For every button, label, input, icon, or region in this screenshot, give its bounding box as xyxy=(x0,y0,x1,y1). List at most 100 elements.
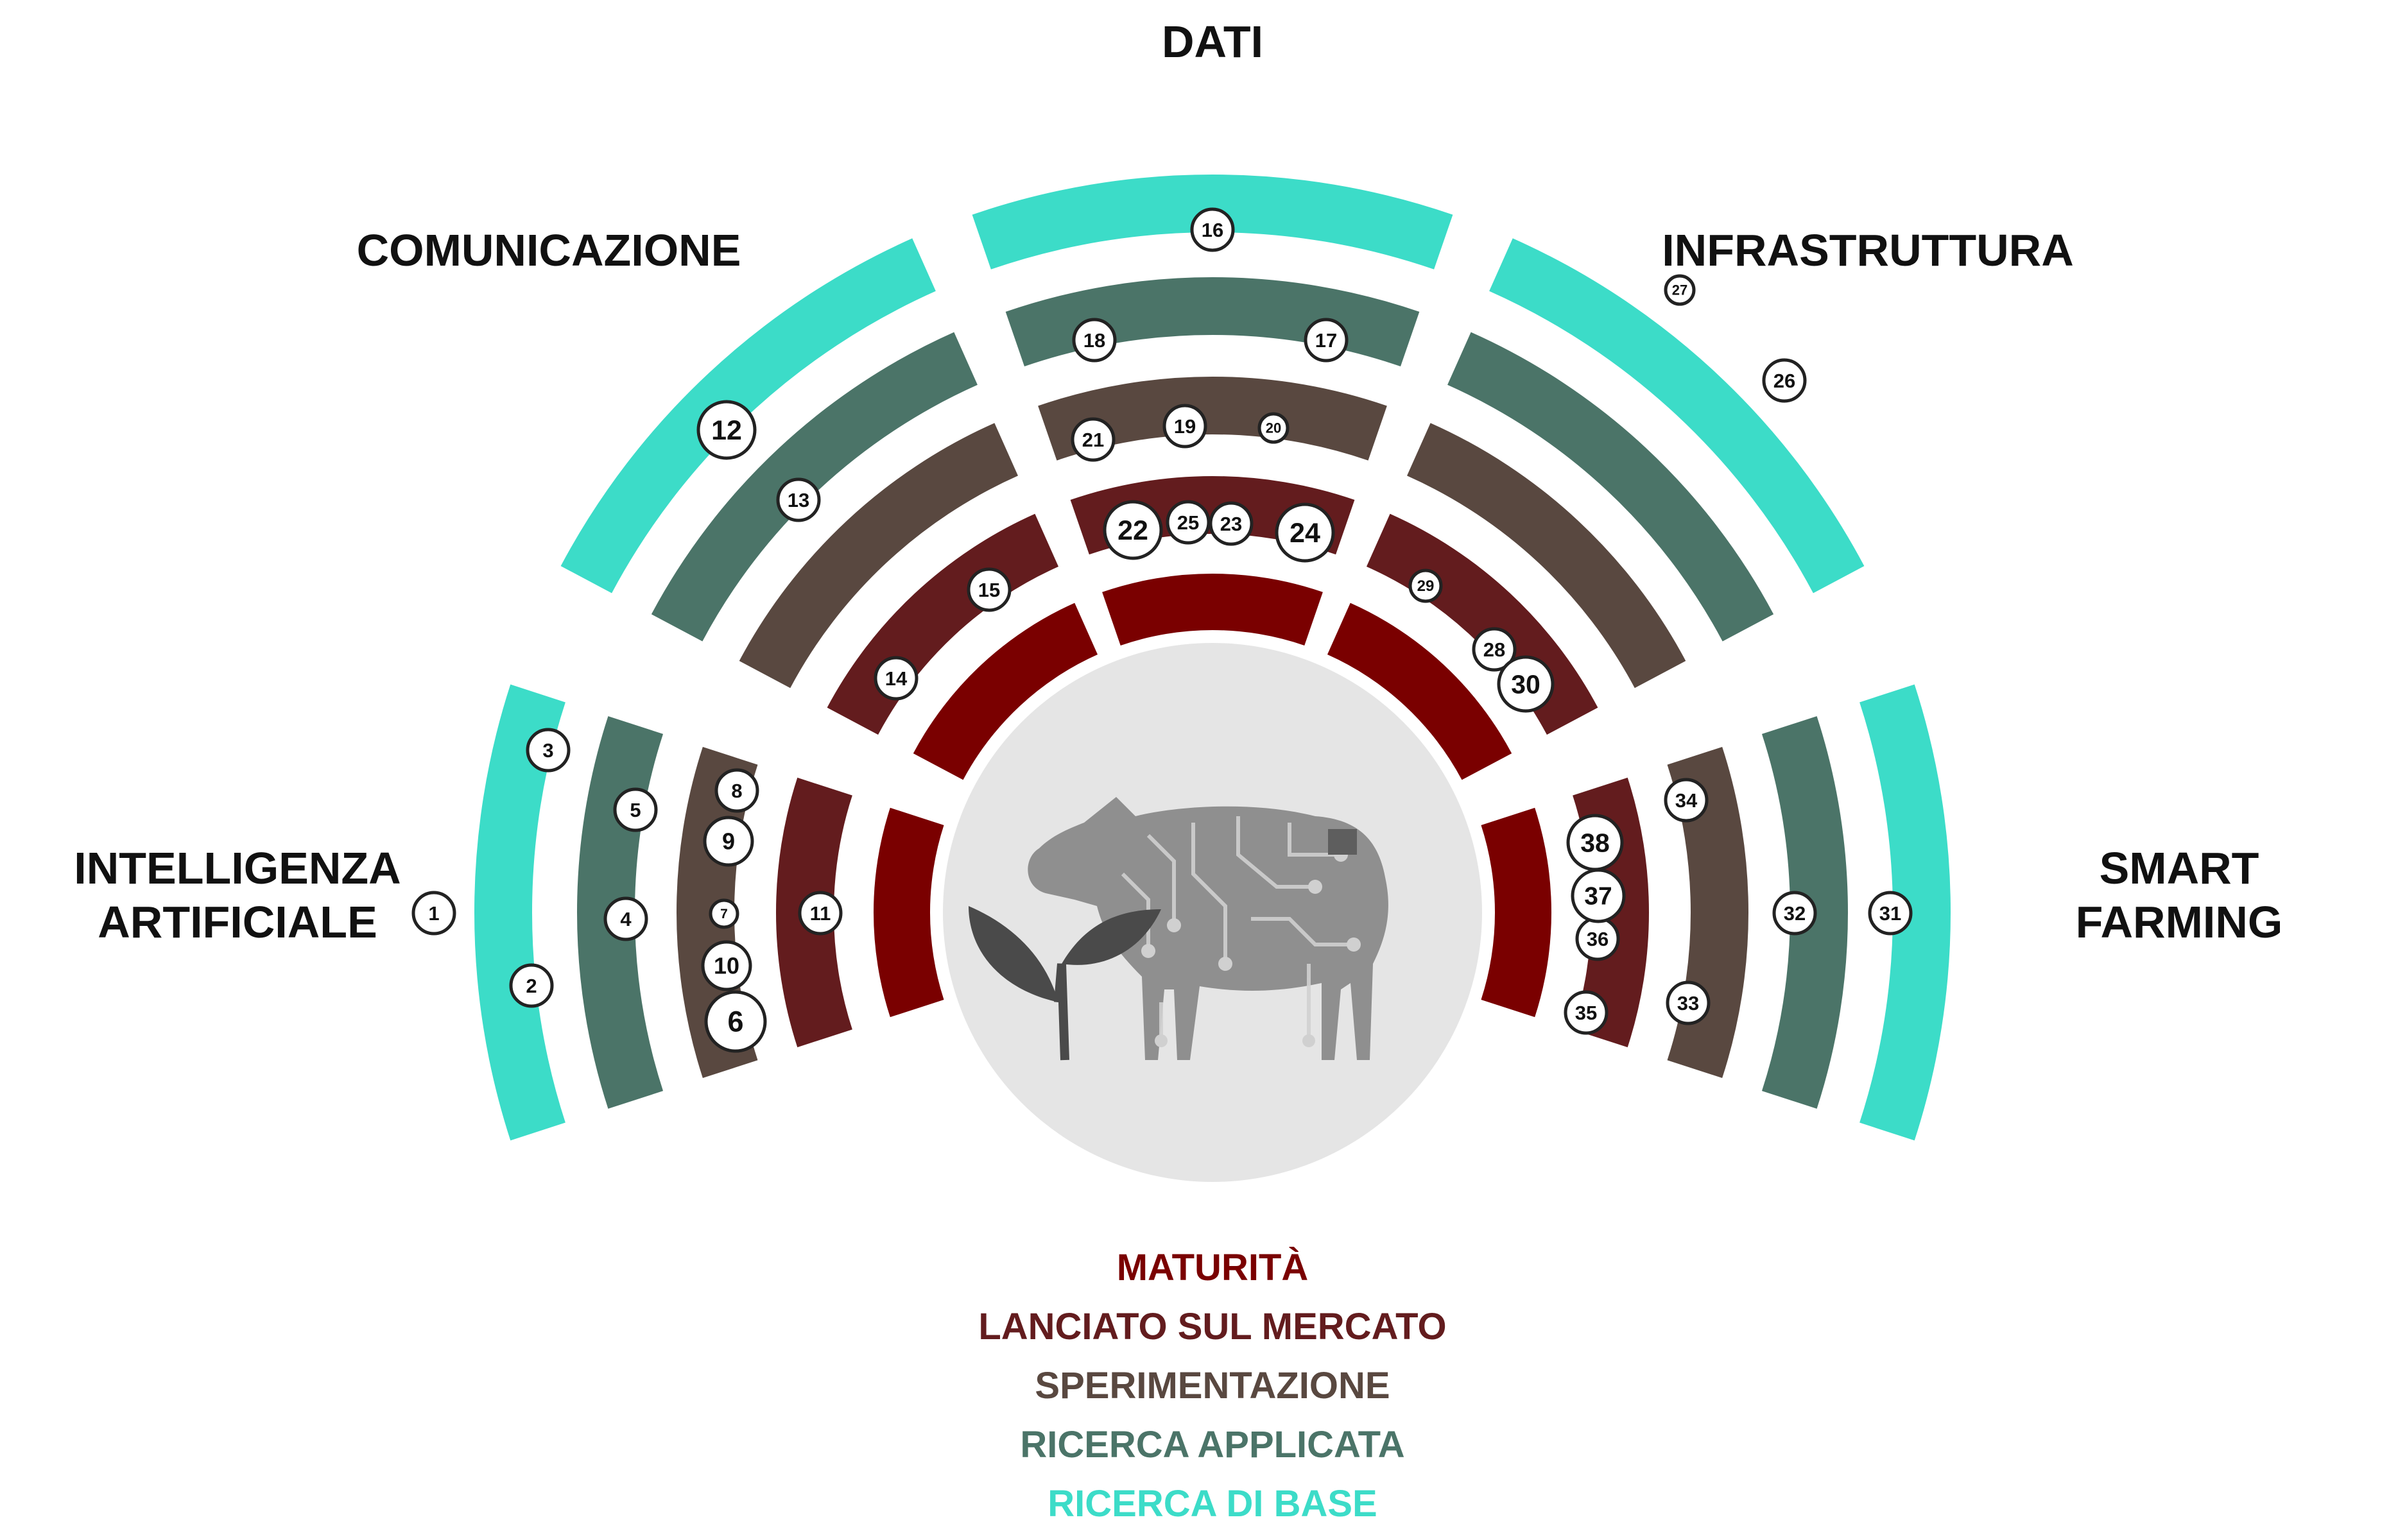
marker-number: 24 xyxy=(1290,518,1320,549)
ring-band-ai-4 xyxy=(474,684,565,1141)
marker-number: 35 xyxy=(1575,1002,1597,1024)
technology-marker-3[interactable]: 3 xyxy=(526,728,571,773)
marker-circle xyxy=(1666,980,1711,1025)
legend-item-0: MATURITÀ xyxy=(1117,1247,1309,1288)
sector-label-line: COMUNICAZIONE xyxy=(357,225,741,275)
ring-band-communication-0 xyxy=(913,603,1098,780)
technology-marker-10[interactable]: 10 xyxy=(701,940,752,991)
technology-marker-17[interactable]: 17 xyxy=(1304,318,1349,363)
marker-circle xyxy=(526,728,571,773)
sector-label-line: FARMING xyxy=(2076,897,2283,947)
marker-number: 5 xyxy=(630,799,641,821)
marker-circle xyxy=(1275,502,1335,563)
technology-marker-25[interactable]: 25 xyxy=(1166,500,1211,545)
technology-marker-6[interactable]: 6 xyxy=(704,990,767,1053)
marker-circle xyxy=(1071,417,1116,462)
technology-marker-19[interactable]: 19 xyxy=(1162,404,1207,449)
technology-marker-23[interactable]: 23 xyxy=(1209,501,1254,546)
marker-circle xyxy=(1664,274,1696,306)
technology-marker-11[interactable]: 11 xyxy=(798,891,843,936)
marker-circle xyxy=(798,891,843,936)
marker-circle xyxy=(703,816,754,867)
technology-marker-16[interactable]: 16 xyxy=(1190,207,1235,252)
technology-marker-34[interactable]: 34 xyxy=(1664,778,1709,823)
ring-band-communication-4 xyxy=(560,238,936,594)
ring-band-infrastructure-0 xyxy=(1327,603,1512,780)
marker-number: 17 xyxy=(1315,329,1337,352)
sector-label-communication: COMUNICAZIONE xyxy=(357,225,741,275)
marker-number: 15 xyxy=(978,579,1000,601)
marker-number: 23 xyxy=(1220,513,1242,535)
marker-circle xyxy=(1664,778,1709,823)
marker-number: 19 xyxy=(1174,415,1196,438)
technology-marker-26[interactable]: 26 xyxy=(1762,358,1807,403)
marker-circle xyxy=(1497,655,1555,713)
technology-marker-27[interactable]: 27 xyxy=(1664,274,1696,306)
technology-marker-36[interactable]: 36 xyxy=(1575,916,1620,961)
technology-marker-31[interactable]: 31 xyxy=(1868,891,1913,936)
ring-band-smart-farming-0 xyxy=(1481,807,1552,1018)
marker-circle xyxy=(1304,318,1349,363)
marker-number: 38 xyxy=(1580,828,1610,857)
technology-marker-5[interactable]: 5 xyxy=(613,787,658,832)
technology-marker-15[interactable]: 15 xyxy=(967,567,1012,612)
technology-marker-35[interactable]: 35 xyxy=(1564,990,1609,1035)
marker-circle xyxy=(613,787,658,832)
marker-circle xyxy=(1166,500,1211,545)
marker-number: 31 xyxy=(1879,902,1901,925)
marker-number: 10 xyxy=(714,953,739,979)
technology-marker-12[interactable]: 12 xyxy=(696,400,757,460)
marker-number: 8 xyxy=(731,780,742,802)
marker-circle xyxy=(709,898,739,929)
marker-circle xyxy=(704,990,767,1053)
ring-band-data-2 xyxy=(1038,377,1387,461)
sector-label-ai: INTELLIGENZA ARTIFICIALE xyxy=(74,843,401,947)
technology-marker-4[interactable]: 4 xyxy=(603,896,648,941)
technology-marker-9[interactable]: 9 xyxy=(703,816,754,867)
marker-number: 16 xyxy=(1202,219,1223,241)
technology-marker-21[interactable]: 21 xyxy=(1071,417,1116,462)
technology-marker-20[interactable]: 20 xyxy=(1257,412,1290,444)
marker-number: 27 xyxy=(1672,282,1687,298)
marker-number: 30 xyxy=(1511,669,1540,699)
legend-item-3: RICERCA APPLICATA xyxy=(1020,1424,1404,1466)
technology-marker-29[interactable]: 29 xyxy=(1408,569,1443,603)
technology-marker-30[interactable]: 30 xyxy=(1497,655,1555,713)
sector-label-line: INTELLIGENZA xyxy=(74,843,401,893)
marker-circle xyxy=(1566,814,1624,871)
marker-number: 28 xyxy=(1483,638,1505,661)
technology-marker-38[interactable]: 38 xyxy=(1566,814,1624,871)
technology-marker-18[interactable]: 18 xyxy=(1072,318,1117,363)
technology-marker-33[interactable]: 33 xyxy=(1666,980,1711,1025)
marker-number: 2 xyxy=(526,975,537,997)
marker-circle xyxy=(714,768,759,813)
technology-marker-2[interactable]: 2 xyxy=(509,963,554,1008)
leaf-icon xyxy=(969,906,1058,1002)
marker-circle xyxy=(1868,891,1913,936)
technology-marker-1[interactable]: 1 xyxy=(411,891,456,936)
marker-circle xyxy=(1564,990,1609,1035)
technology-marker-37[interactable]: 37 xyxy=(1571,868,1626,923)
technology-marker-8[interactable]: 8 xyxy=(714,768,759,813)
technology-marker-22[interactable]: 22 xyxy=(1103,500,1163,560)
technology-marker-24[interactable]: 24 xyxy=(1275,502,1335,563)
sector-label-line: INFRASTRUTTURA xyxy=(1662,225,2074,275)
marker-number: 21 xyxy=(1082,429,1104,451)
technology-marker-7[interactable]: 7 xyxy=(709,898,739,929)
marker-number: 6 xyxy=(727,1005,743,1038)
sector-label-smart-farming: SMART FARMING xyxy=(2076,843,2283,947)
marker-number: 4 xyxy=(620,908,632,930)
marker-number: 34 xyxy=(1675,789,1698,812)
technology-marker-28[interactable]: 28 xyxy=(1472,627,1517,672)
marker-number: 14 xyxy=(885,667,908,690)
marker-number: 12 xyxy=(711,415,742,446)
technology-marker-14[interactable]: 14 xyxy=(874,656,919,701)
marker-number: 18 xyxy=(1083,329,1105,352)
marker-number: 25 xyxy=(1177,511,1199,534)
marker-circle xyxy=(1762,358,1807,403)
ring-band-ai-0 xyxy=(873,807,944,1018)
technology-marker-32[interactable]: 32 xyxy=(1772,891,1817,936)
cow-illustration xyxy=(969,797,1388,1061)
technology-marker-13[interactable]: 13 xyxy=(776,477,821,522)
